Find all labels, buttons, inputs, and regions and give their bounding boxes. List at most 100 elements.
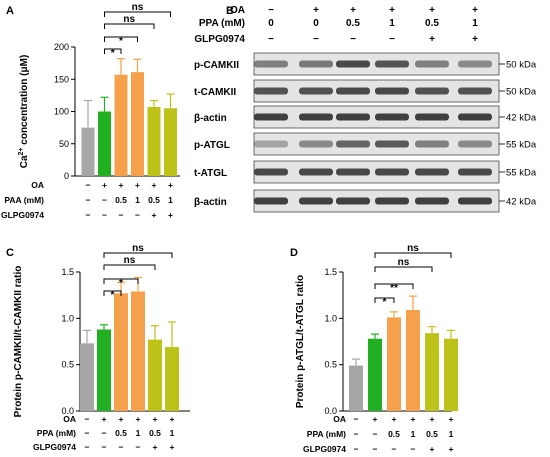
y-tick-label: 100 [54,107,69,117]
blot-band [375,197,409,205]
condition-row-label: OA [63,414,76,424]
y-tick-label: 1.0 [61,313,74,323]
condition-value: 0.5 [115,428,127,438]
blot-band [299,140,333,148]
blot-condition-value: 1 [472,18,478,29]
blot-condition-value: 1 [389,18,395,29]
blot-band [458,87,492,95]
blot-band [415,140,449,148]
blot-band [336,168,370,176]
bar [349,365,363,411]
blot-band [299,168,333,176]
significance-bracket [104,36,138,42]
blot-band [299,113,333,121]
condition-value: 0.5 [426,429,438,439]
blot-protein-label: p-ATGL [194,140,230,151]
y-tick-label: 50 [59,139,69,149]
panel-letter-a: A [6,5,14,17]
blot-band [415,113,449,121]
blot-condition-value: + [472,5,478,16]
kda-label: 42 kDa [506,197,537,208]
blot-band [254,140,288,148]
panel-letter-c: C [6,247,14,259]
y-axis-label: Ca2+ concentration (μM) [18,55,30,169]
bar [444,338,458,411]
significance-label: * [119,278,123,289]
y-axis-label-main: Protein p-ATGL/t-ATGL ratio [295,275,306,408]
bar [114,74,128,176]
blot-condition-value: 0 [313,18,319,29]
y-axis-label: Protein p-CAMKII/t-CAMKII ratio [13,266,24,418]
condition-value: + [392,414,397,424]
blot-condition-value: + [389,5,395,16]
condition-value: + [102,180,107,190]
blot-band [254,60,288,68]
condition-value: − [373,444,378,454]
condition-value: − [102,442,107,452]
blot-condition-value: − [389,34,395,45]
blot-band [254,87,288,95]
y-axis-label: Protein p-ATGL/t-ATGL ratio [295,275,306,408]
y-tick-label: 1.5 [324,267,337,277]
condition-row-label: PAA (mM) [4,195,44,205]
condition-value: 1 [168,195,173,205]
condition-value: + [168,180,173,190]
y-axis-label-rest: concentration (μM) [19,55,30,148]
significance-bracket [103,264,156,270]
condition-value: − [86,210,91,220]
condition-value: + [136,414,141,424]
blot-condition-value: + [429,34,435,45]
blot-condition-value: − [268,5,274,16]
blot-condition-value: + [350,5,356,16]
condition-value: − [119,442,124,452]
bar [387,317,401,411]
blot-band [254,197,288,205]
blot-band [336,113,370,121]
condition-value: − [354,414,359,424]
bar [131,291,145,411]
y-tick-label: 0.5 [61,360,74,370]
y-tick-label: 1.5 [61,267,74,277]
condition-row-label: OA [31,180,44,190]
bar [80,343,94,411]
condition-value: + [135,180,140,190]
condition-value: − [136,442,141,452]
y-axis-label-sup: 2+ [18,148,25,156]
significance-label: ns [407,243,419,254]
significance-label: ns [123,14,135,25]
significance-bracket [374,297,395,303]
blot-band [336,87,370,95]
blot-band [254,168,288,176]
condition-value: − [85,428,90,438]
bar [81,127,95,176]
condition-value: − [86,195,91,205]
blot-protein-label: t-CAMKII [194,87,236,98]
significance-label: ns [132,2,144,13]
condition-value: 1 [449,429,454,439]
kda-label: 50 kDa [506,87,537,98]
bar [425,333,439,411]
bar [114,293,128,411]
significance-bracket [104,48,122,54]
condition-value: − [102,210,107,220]
significance-bracket [374,266,433,272]
blot-protein-label: p-CAMKII [194,60,239,71]
blot-protein-label: t-ATGL [194,168,227,179]
blot-condition-value: + [313,5,319,16]
blot-condition-label: OA [230,5,245,16]
blot-condition-value: − [350,34,356,45]
bar [98,111,111,176]
blot-band [415,197,449,205]
condition-value: 0.5 [388,429,400,439]
blot-band [375,113,409,121]
y-tick-label: 1.0 [324,313,337,323]
blot-condition-value: − [313,34,319,45]
significance-label: * [383,297,387,308]
condition-value: + [152,210,157,220]
condition-row-label: GLPG0974 [33,442,76,452]
kda-label: 42 kDa [506,113,537,124]
y-tick-label: 150 [54,74,69,84]
condition-value: + [430,444,435,454]
significance-bracket [103,290,122,296]
